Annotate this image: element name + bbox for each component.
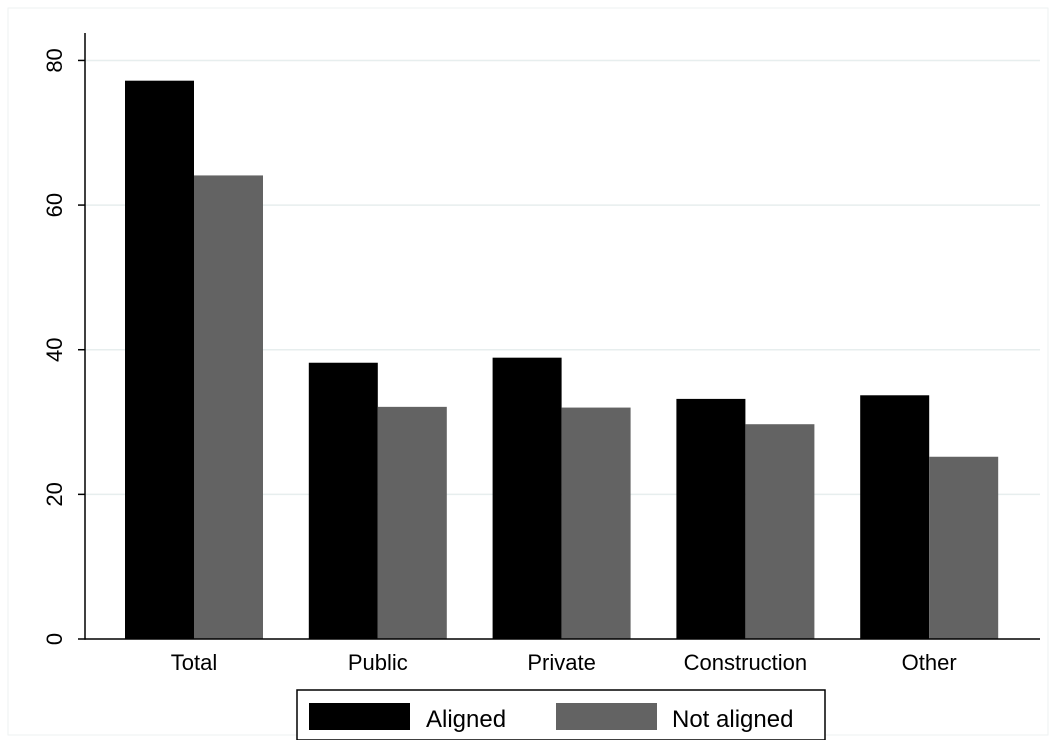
legend-label: Not aligned [672,706,793,733]
y-tick-label: 60 [42,193,67,217]
x-tick-label: Private [527,650,595,675]
x-tick-label: Public [348,650,408,675]
x-tick-label: Construction [684,650,808,675]
bar-not-aligned-other [929,456,999,639]
bar-not-aligned-public [377,406,447,639]
bar-not-aligned-private [561,407,631,639]
bar-aligned-public [308,362,378,639]
y-tick-label: 40 [42,337,67,361]
bar-aligned-private [492,357,562,639]
y-tick-label: 20 [42,482,67,506]
y-tick-label: 80 [42,48,67,72]
legend-key-not-aligned [556,703,657,730]
bar-not-aligned-construction [745,424,815,639]
bars [125,80,999,640]
legend-label: Aligned [426,706,506,733]
axes: Total Public Private Construction Other 0 20 40… [42,33,1040,675]
bar-aligned-total [125,80,194,640]
bar-not-aligned-total [194,175,263,639]
x-tick-label: Other [902,650,957,675]
x-tick-label: Total [171,650,217,675]
bar-aligned-other [860,395,930,639]
legend-key-aligned [309,703,410,730]
legend: Aligned Not aligned [296,689,826,740]
bar-aligned-construction [676,398,746,639]
y-tick-label: 0 [42,633,67,645]
